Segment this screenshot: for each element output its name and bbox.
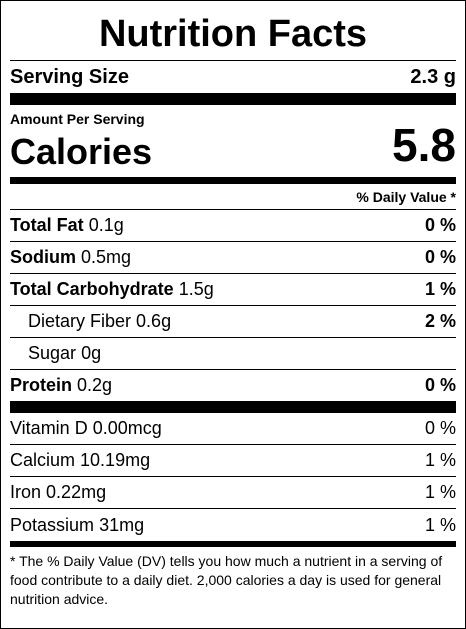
nutrient-row: Sodium 0.5mg 0 % xyxy=(10,242,456,274)
daily-value: 2 % xyxy=(424,311,456,331)
amount-per-serving: Amount Per Serving xyxy=(10,111,145,127)
footnote: * The % Daily Value (DV) tells you how m… xyxy=(10,553,443,607)
daily-value: 0 % xyxy=(424,247,456,267)
serving-label: Serving Size xyxy=(10,65,129,88)
divider xyxy=(10,177,456,184)
nutrient-row: Calcium 10.19mg 1 % xyxy=(10,445,456,477)
calories-value: 5.8 xyxy=(392,119,456,171)
calories-label: Calories xyxy=(10,131,153,172)
divider xyxy=(10,93,456,105)
nutrient-amount: 0.6g xyxy=(136,311,172,331)
nutrient-name: Dietary Fiber xyxy=(28,311,132,331)
nutrient-amount: 0.1g xyxy=(88,215,124,235)
daily-value: 1 % xyxy=(424,514,456,535)
nutrient-amount: 0.5mg xyxy=(81,247,132,267)
nutrient: Potassium 31mg xyxy=(10,515,144,536)
nutrient-amount: 31mg xyxy=(99,514,145,535)
nutrient: Dietary Fiber 0.6g xyxy=(10,311,171,332)
nutrient-name: Vitamin D xyxy=(10,418,88,438)
daily-value: 1 % xyxy=(424,279,456,299)
nutrient: Calcium 10.19mg xyxy=(10,450,150,471)
dv-header: % Daily Value * xyxy=(10,184,456,210)
nutrient-row: Total Carbohydrate 1.5g 1 % xyxy=(10,274,456,306)
title: Nutrition Facts xyxy=(10,5,456,61)
nutrient-name: Potassium xyxy=(10,514,95,535)
daily-value: 0 % xyxy=(424,215,456,235)
divider xyxy=(10,541,456,547)
nutrient-name: Iron xyxy=(10,482,42,502)
nutrient-row: Potassium 31mg 1 % xyxy=(10,509,456,541)
label-body: Nutrition Facts Serving Size 2.3 g Amoun… xyxy=(10,5,456,609)
daily-value: 0 % xyxy=(424,418,456,438)
nutrient-amount: 0.00mcg xyxy=(92,418,162,438)
nutrient: Vitamin D 0.00mcg xyxy=(10,418,162,439)
nutrient-name: Calcium xyxy=(10,450,76,470)
serving-value: 2.3 g xyxy=(410,65,456,88)
nutrient-amount: 0g xyxy=(81,343,102,363)
nutrient-row: Sugar 0g xyxy=(10,338,456,370)
nutrient-row: Dietary Fiber 0.6g 2 % xyxy=(10,306,456,338)
serving-row: Serving Size 2.3 g xyxy=(10,61,456,93)
nutrient-name: Protein xyxy=(10,375,73,395)
nutrient: Sugar 0g xyxy=(10,343,101,364)
nutrient-row: Protein 0.2g 0 % xyxy=(10,370,456,401)
nutrient-name: Sugar xyxy=(28,343,77,363)
nutrient-list: Total Fat 0.1g 0 % Sodium 0.5mg 0 % Total Ca… xyxy=(10,210,456,401)
nutrient-amount: 0.2g xyxy=(77,375,113,395)
nutrient: Sodium 0.5mg xyxy=(10,247,131,268)
nutrient-row: Total Fat 0.1g 0 % xyxy=(10,210,456,242)
nutrient-amount: 0.22mg xyxy=(46,482,107,502)
nutrient-amount: 10.19mg xyxy=(80,450,151,470)
daily-value: 1 % xyxy=(424,482,456,502)
nutrient: Total Fat 0.1g xyxy=(10,215,124,236)
nutrient-row: Vitamin D 0.00mcg 0 % xyxy=(10,413,456,445)
divider xyxy=(10,401,456,413)
calories-row: Calories 5.8 xyxy=(10,119,456,177)
nutrient-name: Sodium xyxy=(10,247,76,267)
nutrient-amount: 1.5g xyxy=(178,279,214,299)
daily-value: 1 % xyxy=(424,450,456,470)
nutrient: Total Carbohydrate 1.5g xyxy=(10,279,214,300)
vitamin-list: Vitamin D 0.00mcg 0 % Calcium 10.19mg 1 % Ir… xyxy=(10,413,456,541)
nutrient-row: Iron 0.22mg 1 % xyxy=(10,477,456,509)
daily-value: 0 % xyxy=(424,375,456,395)
nutrient-name: Total Carbohydrate xyxy=(10,279,174,299)
nutrient: Protein 0.2g xyxy=(10,375,112,396)
nutrient-name: Total Fat xyxy=(10,215,84,235)
nutrient: Iron 0.22mg xyxy=(10,482,106,503)
